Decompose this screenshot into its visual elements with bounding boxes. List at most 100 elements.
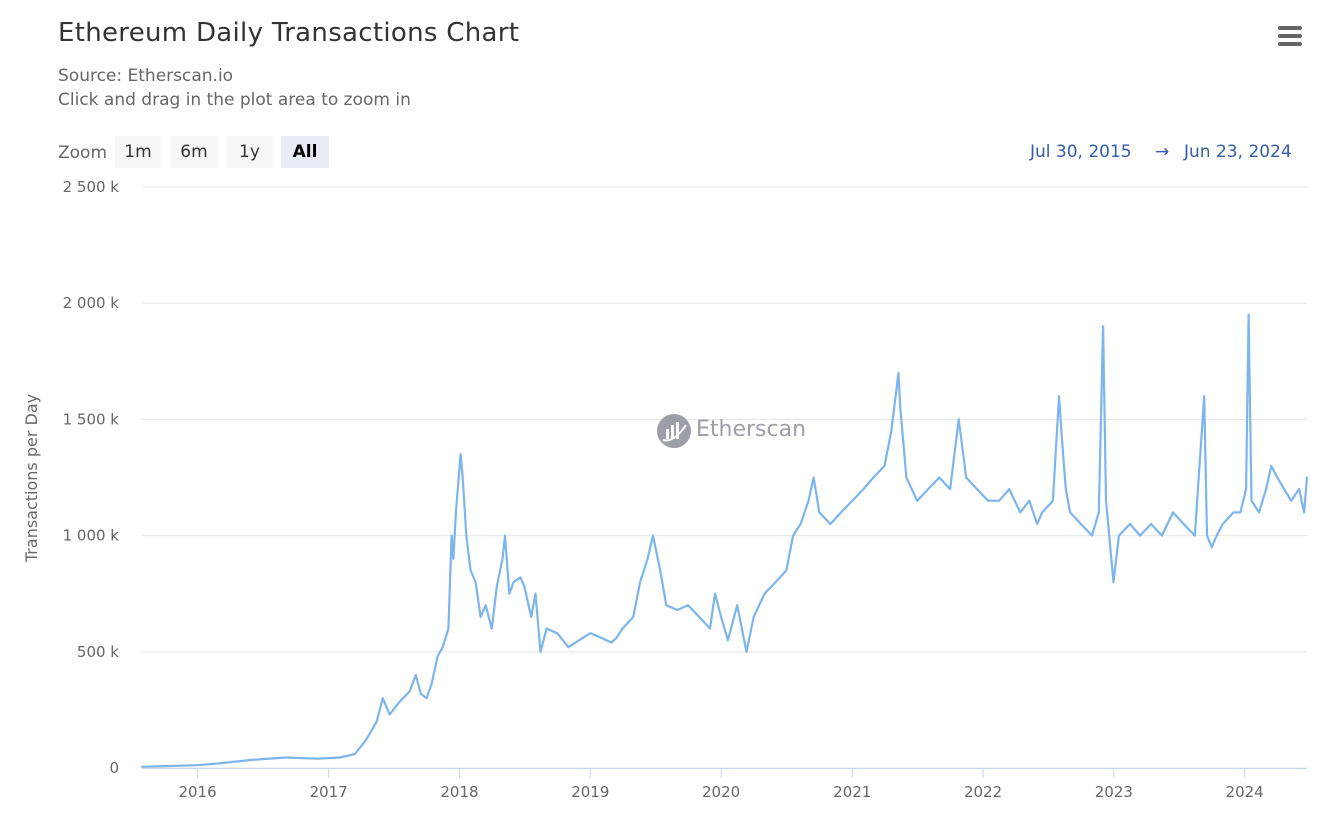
- data-point[interactable]: [1058, 395, 1060, 398]
- data-point[interactable]: [957, 418, 960, 421]
- data-point[interactable]: [388, 713, 391, 716]
- zoom-1y-button[interactable]: 1y: [226, 136, 273, 168]
- data-point[interactable]: [539, 650, 542, 653]
- data-point[interactable]: [745, 650, 748, 653]
- data-point[interactable]: [1206, 534, 1208, 537]
- data-point[interactable]: [998, 499, 1001, 502]
- data-point[interactable]: [1239, 511, 1242, 514]
- data-point[interactable]: [523, 585, 526, 588]
- zoom-6m-button[interactable]: 6m: [170, 136, 218, 168]
- data-point[interactable]: [459, 453, 462, 456]
- data-point[interactable]: [1270, 464, 1273, 467]
- data-point[interactable]: [1139, 534, 1141, 537]
- data-point[interactable]: [1036, 523, 1039, 525]
- data-point[interactable]: [530, 615, 533, 618]
- data-point[interactable]: [414, 674, 417, 676]
- data-point[interactable]: [1117, 534, 1120, 537]
- data-point[interactable]: [659, 569, 662, 572]
- data-point[interactable]: [1069, 511, 1072, 514]
- data-point[interactable]: [1276, 476, 1279, 479]
- data-point[interactable]: [430, 683, 433, 686]
- data-point[interactable]: [589, 632, 592, 635]
- data-point[interactable]: [1203, 395, 1206, 398]
- data-point[interactable]: [545, 627, 548, 630]
- data-point[interactable]: [600, 636, 603, 639]
- hamburger-menu-icon[interactable]: [1276, 24, 1304, 48]
- data-point[interactable]: [436, 655, 439, 658]
- data-point[interactable]: [465, 534, 468, 537]
- data-point[interactable]: [720, 615, 723, 618]
- data-point[interactable]: [714, 592, 716, 595]
- data-point[interactable]: [519, 576, 522, 579]
- data-point[interactable]: [419, 692, 422, 695]
- data-point[interactable]: [639, 581, 642, 584]
- data-point[interactable]: [736, 604, 739, 607]
- data-point[interactable]: [1250, 499, 1253, 502]
- data-point[interactable]: [1008, 488, 1011, 491]
- data-point[interactable]: [441, 646, 444, 649]
- data-point[interactable]: [1091, 534, 1093, 537]
- data-point[interactable]: [1265, 488, 1268, 491]
- data-point[interactable]: [1019, 511, 1022, 514]
- data-point[interactable]: [976, 488, 978, 491]
- data-point[interactable]: [484, 604, 487, 607]
- data-point[interactable]: [490, 627, 493, 630]
- data-point[interactable]: [1064, 488, 1067, 491]
- data-point[interactable]: [381, 697, 384, 700]
- data-point[interactable]: [1160, 534, 1163, 537]
- data-point[interactable]: [556, 632, 559, 635]
- data-point[interactable]: [818, 511, 821, 514]
- data-point[interactable]: [375, 720, 378, 723]
- data-point[interactable]: [284, 756, 286, 759]
- data-point[interactable]: [763, 592, 766, 595]
- data-point[interactable]: [1258, 511, 1260, 514]
- data-point[interactable]: [251, 758, 253, 761]
- data-point[interactable]: [905, 476, 908, 479]
- data-point[interactable]: [1215, 534, 1218, 537]
- data-point[interactable]: [1102, 325, 1105, 328]
- data-point[interactable]: [829, 523, 832, 525]
- data-point[interactable]: [567, 646, 570, 649]
- data-point[interactable]: [495, 585, 498, 588]
- data-point[interactable]: [872, 476, 875, 479]
- data-point[interactable]: [851, 499, 854, 502]
- zoom-1m-button[interactable]: 1m: [115, 136, 161, 168]
- range-to-date[interactable]: Jun 23, 2024: [1184, 142, 1292, 162]
- data-point[interactable]: [862, 488, 865, 491]
- data-point[interactable]: [474, 581, 477, 584]
- data-point[interactable]: [196, 764, 199, 767]
- data-point[interactable]: [883, 464, 886, 467]
- data-point[interactable]: [447, 627, 450, 630]
- data-point[interactable]: [632, 615, 635, 618]
- data-point[interactable]: [454, 511, 457, 514]
- data-point[interactable]: [949, 488, 952, 491]
- data-point[interactable]: [792, 534, 795, 537]
- data-point[interactable]: [534, 592, 537, 595]
- data-point[interactable]: [615, 636, 618, 639]
- data-point[interactable]: [1105, 499, 1107, 502]
- data-point[interactable]: [1182, 523, 1185, 525]
- data-point[interactable]: [504, 534, 506, 537]
- data-point[interactable]: [938, 476, 941, 479]
- data-point[interactable]: [1290, 499, 1293, 502]
- data-point[interactable]: [652, 534, 654, 537]
- data-point[interactable]: [338, 756, 341, 759]
- range-from-date[interactable]: Jul 30, 2015: [1030, 142, 1132, 162]
- data-point[interactable]: [1061, 441, 1064, 444]
- data-point[interactable]: [1221, 523, 1224, 525]
- data-point[interactable]: [774, 581, 777, 584]
- data-point[interactable]: [1129, 523, 1131, 525]
- data-point[interactable]: [726, 639, 729, 642]
- data-point[interactable]: [1041, 511, 1044, 514]
- data-point[interactable]: [899, 406, 902, 409]
- data-point[interactable]: [897, 371, 900, 374]
- data-point[interactable]: [218, 762, 220, 765]
- data-point[interactable]: [1298, 488, 1301, 491]
- data-point[interactable]: [687, 604, 690, 607]
- data-point[interactable]: [452, 557, 455, 560]
- data-point[interactable]: [512, 581, 515, 584]
- data-point[interactable]: [807, 499, 810, 502]
- data-point[interactable]: [1283, 488, 1286, 491]
- data-point[interactable]: [799, 523, 802, 525]
